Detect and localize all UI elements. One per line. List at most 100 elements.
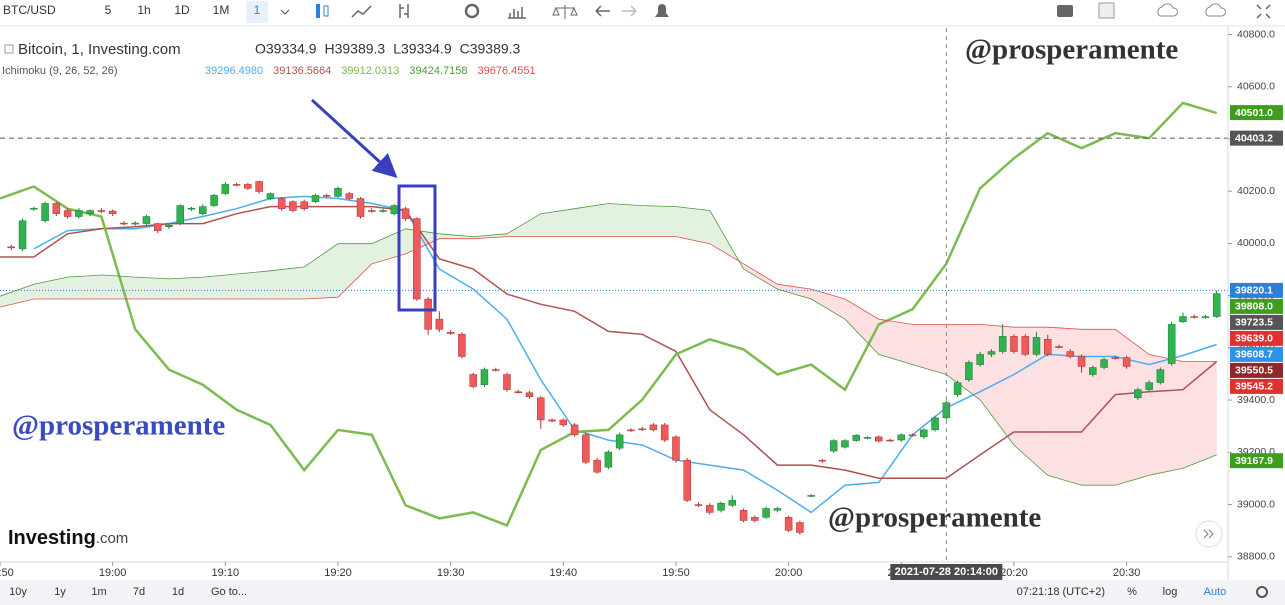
undo-icon[interactable] [595,5,610,17]
compare-icon[interactable] [552,5,578,19]
range-button[interactable]: 1d [172,586,184,598]
x-tick-label: 19:00 [99,567,127,579]
snapshot-icon[interactable] [1057,5,1073,17]
candle-body [322,195,331,197]
candle-body [120,222,128,225]
candle-body [1201,316,1210,318]
candles-icon[interactable] [323,5,329,17]
price-badge-label: 39808.0 [1235,301,1273,313]
cloud [506,213,541,237]
price-badge [1230,130,1283,146]
candle-body [784,517,793,531]
range-button[interactable]: 7d [133,586,145,598]
candle-body [638,428,646,431]
candle-body [435,318,444,330]
interval-button[interactable]: 1D [174,3,190,17]
price-badge [1230,105,1283,121]
candle-body [345,193,353,199]
indicators-icon[interactable] [508,7,526,19]
interval-button[interactable]: 1h [137,3,150,17]
bars-icon[interactable] [399,4,409,18]
cloud [980,324,1014,446]
candle-body [1122,357,1131,367]
candle-body [1021,336,1029,355]
candle-body [401,208,410,219]
scale-option[interactable]: log [1163,586,1178,598]
interval-button[interactable]: 1M [213,3,230,17]
cloud [135,277,169,300]
fullscreen-icon[interactable] [1256,4,1271,19]
x-tick-label: 19:30 [437,567,465,579]
cloud [1047,327,1082,486]
scale-option[interactable]: Auto [1204,586,1227,598]
toolbar [0,0,1285,26]
candle-body [7,246,16,249]
watermark: @prosperamente [828,502,1041,534]
candle-body [1089,367,1097,375]
cloud [1013,327,1048,476]
interval-button[interactable]: 5 [105,3,112,17]
alert-icon[interactable] [655,4,669,17]
cloud [642,205,676,237]
scale-option[interactable]: % [1127,586,1137,598]
price-badge [1230,378,1283,394]
candle-body [615,434,624,449]
interval-button[interactable]: 1 [254,3,261,17]
crosshair-time-label: 2021-07-28 20:14:00 [895,566,998,578]
x-tick-label: 20:30 [1113,567,1141,579]
cloud-upload-icon[interactable] [1205,3,1226,17]
candle-body [390,205,399,214]
cloud-download-icon[interactable] [1157,3,1178,17]
candles-icon[interactable] [316,4,320,18]
collapse-icon[interactable] [4,44,14,54]
candle-body [334,188,342,197]
redo-icon[interactable] [622,5,637,17]
candle-body [266,193,275,199]
range-button[interactable]: 1m [91,586,106,598]
y-tick-label: 39400.0 [1237,394,1275,406]
candle-body [503,374,511,390]
area-icon[interactable] [351,5,372,18]
candle-body [1145,382,1153,390]
candle-body [424,298,432,330]
settings-icon[interactable] [464,3,480,19]
candle-body [165,224,173,227]
settings-icon[interactable] [1256,586,1268,598]
candle-body [525,392,534,397]
candle-body [232,184,241,186]
candle-body [998,336,1007,352]
cloud [101,275,136,300]
candle-body [627,429,635,432]
candle-body [491,369,500,371]
candle-body [976,354,984,365]
candle-body [706,505,714,513]
dropdown-icon[interactable] [280,9,290,15]
color-icon[interactable] [1098,2,1115,19]
candle-body [368,210,376,212]
cloud [1149,354,1183,476]
x-tick-label: 18:50 [0,567,14,579]
candle-body [908,434,917,437]
range-button[interactable]: 10y [9,586,27,598]
cloud [1115,329,1150,486]
candle-body [244,184,252,189]
price-badge-label: 39167.9 [1235,455,1273,467]
candle-body [187,207,196,210]
cloud [473,233,507,239]
symbol[interactable]: BTC/USD [3,3,56,17]
candle-body [559,419,568,426]
candle-body [1111,357,1120,359]
range-button[interactable]: 1y [54,586,66,598]
candle-body [1134,389,1142,399]
logo-main: Investing [8,527,96,549]
candle-body [289,201,297,211]
scroll-button[interactable] [1195,520,1223,548]
price-badge [1230,330,1283,346]
goto-button[interactable]: Go to... [211,586,247,598]
candle-body [875,436,883,442]
candle-body [356,198,365,217]
candle-body [131,222,139,225]
crosshair-time-bg [890,564,1003,580]
price-badge [1230,314,1283,330]
